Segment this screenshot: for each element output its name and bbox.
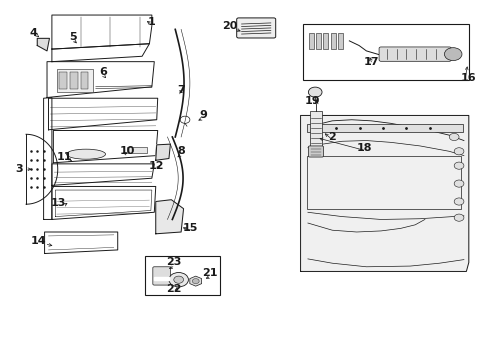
- Circle shape: [453, 148, 463, 155]
- Bar: [59, 72, 67, 89]
- Text: 1: 1: [148, 17, 155, 27]
- Text: 17: 17: [363, 57, 378, 67]
- Circle shape: [448, 134, 458, 140]
- FancyBboxPatch shape: [236, 18, 275, 38]
- Text: 6: 6: [99, 67, 107, 77]
- Bar: [308, 33, 313, 49]
- Text: 3: 3: [16, 164, 23, 174]
- Circle shape: [453, 198, 463, 205]
- Circle shape: [453, 162, 463, 169]
- Text: 13: 13: [50, 198, 66, 208]
- Bar: [303, 24, 468, 80]
- Text: 23: 23: [166, 257, 181, 267]
- Circle shape: [308, 87, 322, 97]
- Text: 12: 12: [149, 161, 164, 171]
- Bar: [323, 33, 328, 49]
- Circle shape: [444, 48, 461, 60]
- Circle shape: [453, 214, 463, 221]
- Ellipse shape: [66, 149, 105, 159]
- Polygon shape: [154, 277, 168, 280]
- Polygon shape: [156, 144, 170, 160]
- FancyBboxPatch shape: [378, 47, 450, 61]
- Bar: [57, 69, 93, 92]
- Bar: [306, 124, 462, 132]
- Text: 11: 11: [56, 152, 72, 162]
- Text: 18: 18: [355, 143, 371, 153]
- Text: 10: 10: [120, 146, 135, 156]
- Text: 15: 15: [183, 224, 198, 233]
- Polygon shape: [300, 116, 468, 271]
- Circle shape: [173, 276, 183, 283]
- Polygon shape: [37, 39, 49, 51]
- Bar: [337, 33, 342, 49]
- Bar: [70, 72, 78, 89]
- FancyBboxPatch shape: [308, 146, 323, 157]
- Bar: [330, 33, 335, 49]
- Text: 7: 7: [177, 85, 184, 95]
- Bar: [316, 33, 321, 49]
- Text: 9: 9: [199, 111, 206, 121]
- FancyBboxPatch shape: [153, 267, 170, 285]
- Circle shape: [192, 279, 199, 284]
- Text: 5: 5: [69, 32, 77, 41]
- Bar: [144, 256, 220, 296]
- Circle shape: [168, 273, 188, 287]
- Bar: [309, 111, 322, 146]
- Text: 16: 16: [460, 73, 476, 83]
- Bar: [81, 72, 88, 89]
- Text: 14: 14: [31, 236, 46, 246]
- Circle shape: [453, 180, 463, 187]
- Text: 2: 2: [328, 132, 335, 142]
- Text: 22: 22: [166, 284, 181, 294]
- Text: 20: 20: [222, 21, 237, 31]
- Text: 4: 4: [30, 28, 38, 38]
- Text: 8: 8: [177, 146, 184, 156]
- Text: 21: 21: [202, 268, 218, 278]
- Bar: [127, 147, 147, 153]
- Bar: [306, 156, 460, 209]
- Polygon shape: [156, 200, 183, 234]
- Text: 19: 19: [305, 96, 320, 106]
